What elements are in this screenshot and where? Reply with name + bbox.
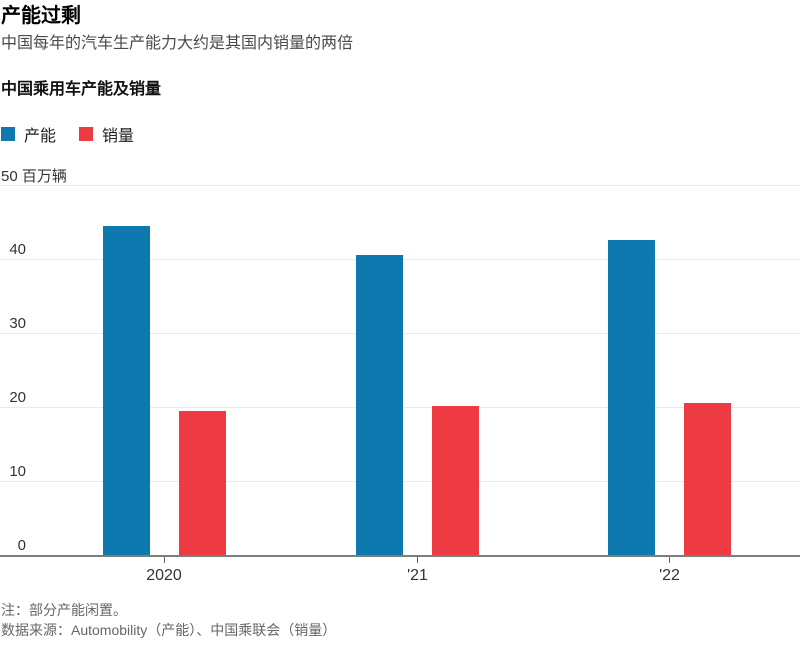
x-axis-label-2020: 2020: [146, 567, 182, 584]
y-axis-label-20: 20: [9, 389, 26, 406]
bar-capacity-2020: [102, 226, 150, 555]
x-axis-tick-22: [669, 557, 670, 563]
y-axis-label-40: 40: [9, 241, 26, 258]
x-axis-label-21: '21: [407, 567, 428, 584]
bar-capacity-22: [608, 239, 655, 555]
x-axis-line: [0, 555, 800, 557]
y-axis-label-0: 0: [17, 537, 26, 554]
chart-heading: 中国乘用车产能及销量: [1, 81, 162, 98]
x-axis-label-22: '22: [659, 567, 680, 584]
gridline-50: [0, 185, 800, 186]
bar-sales-21: [432, 405, 479, 555]
legend-label-capacity: 产能: [24, 128, 57, 145]
page-subtitle: 中国每年的汽车生产能力大约是其国内销量的两倍: [1, 35, 354, 52]
chart-legend: 产能 销量: [1, 122, 134, 146]
bar-sales-2020: [178, 411, 226, 555]
bar-sales-22: [684, 402, 731, 555]
legend-swatch-sales: [79, 127, 94, 141]
chart-source: 数据来源：Automobility（产能）、中国乘联会（销量）: [1, 622, 337, 638]
y-axis-label-10: 10: [9, 463, 26, 480]
y-axis-label-30: 30: [9, 315, 26, 332]
page-title: 产能过剩: [1, 5, 81, 27]
chart-note: 注：部分产能闲置。: [1, 602, 127, 618]
x-axis-tick-2020: [163, 557, 165, 563]
legend-label-sales: 销量: [102, 128, 135, 145]
bar-capacity-21: [356, 255, 403, 555]
x-axis-tick-21: [417, 557, 418, 563]
y-axis-unit-label: 50 百万辆: [1, 168, 67, 185]
legend-swatch-capacity: [1, 127, 15, 141]
